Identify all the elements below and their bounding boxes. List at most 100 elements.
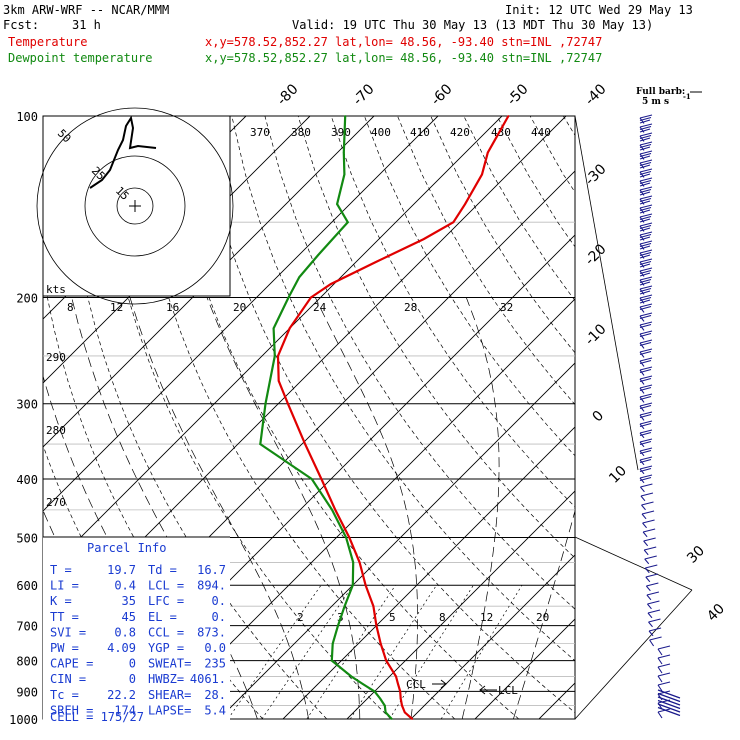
parcel-field-value: 894.: [197, 579, 226, 593]
profile-point: [277, 380, 280, 382]
wind-barb: [639, 168, 653, 178]
isotherm-label: -30: [582, 161, 609, 188]
pressure-label: 600: [16, 579, 38, 593]
wind-barb: [639, 249, 653, 259]
dry-adiabat: [231, 116, 575, 662]
dry-adiabat: [696, 116, 740, 719]
parcel-field-value: 19.7: [107, 563, 136, 577]
wind-barb: [639, 114, 653, 124]
parcel-field-label: CIN =: [50, 672, 86, 686]
profile-point: [334, 509, 337, 511]
isotherm-label: 0: [590, 408, 608, 426]
parcel-field-label: EL =: [148, 610, 177, 624]
wind-barb: [644, 564, 658, 574]
theta-label: 270: [46, 496, 66, 509]
barb-legend-value: 5 m s: [642, 97, 669, 107]
profile-point: [352, 561, 355, 564]
wind-barb: [642, 528, 656, 538]
wind-barb: [645, 582, 659, 592]
profile-point: [390, 718, 393, 720]
parcel-field-label: SVI =: [50, 625, 86, 639]
parcel-field-label: SREH =: [50, 703, 93, 717]
parcel-field-value: 0: [129, 672, 136, 686]
dry-adiabat: [198, 116, 575, 714]
profile-point: [264, 402, 267, 405]
profile-point: [337, 624, 339, 627]
wind-barb: [643, 537, 656, 547]
ccl-label: CCL: [406, 678, 426, 691]
barb-legend-exponent: -1: [683, 92, 691, 101]
pressure-label: 700: [16, 620, 38, 634]
isotherm-line: [218, 362, 575, 719]
isotherm-label: 40: [704, 601, 728, 625]
wind-barb: [639, 474, 653, 484]
parcel-field-value: 4.09: [107, 641, 136, 655]
parcel-field-label: CCL =: [148, 625, 184, 639]
profile-point: [304, 443, 306, 445]
parcel-field-value: 28.: [204, 688, 226, 702]
dry-adiabat: [165, 116, 520, 719]
barb-axis-guide: [574, 536, 693, 591]
wind-barb: [639, 438, 653, 448]
speed-label: 24: [313, 301, 327, 314]
theta-label: 380: [291, 126, 311, 139]
isotherm-label: -40: [582, 81, 609, 108]
wind-barb: [639, 483, 653, 493]
hodograph-trace: [89, 115, 157, 189]
mixing-ratio-label: 5: [389, 611, 396, 624]
parcel-field-value: 22.2: [107, 688, 136, 702]
forecast-label: Fcst:: [3, 18, 39, 32]
dry-adiabat: [529, 116, 575, 193]
theta-label: 400: [371, 126, 391, 139]
wind-barb: [657, 708, 671, 719]
wind-barb: [639, 384, 653, 394]
valid-time: Valid: 19 UTC Thu 30 May 13 (13 MDT Thu …: [292, 18, 653, 32]
theta-label: 430: [491, 126, 511, 139]
parcel-field-value: 4061.: [190, 672, 226, 686]
profile-point: [486, 151, 489, 154]
parcel-field-label: SHEAR=: [148, 688, 191, 702]
dry-adiabat: [596, 116, 740, 719]
mixing-ratio-line: [350, 585, 437, 719]
profile-point: [329, 283, 332, 285]
parcel-field-label: T =: [50, 563, 72, 577]
parcel-field-value: 0.: [212, 594, 226, 608]
parcel-field-label: SWEAT=: [148, 657, 191, 671]
parcel-info-title: Parcel Info: [87, 541, 166, 555]
wind-barb: [639, 393, 653, 403]
moist-adiabat: [461, 297, 500, 719]
profile-point: [385, 659, 388, 662]
wind-barb: [639, 195, 653, 205]
pressure-label: 200: [16, 292, 38, 306]
wind-barb: [639, 420, 653, 430]
wind-barb: [645, 573, 658, 583]
wind-barb: [647, 600, 660, 610]
profile-point: [259, 443, 262, 445]
profile-point: [344, 115, 347, 117]
dry-adiabat: [98, 116, 392, 719]
theta-label: 290: [46, 351, 66, 364]
pressure-label: 900: [16, 685, 38, 699]
theta-label: 440: [531, 126, 551, 139]
parcel-field-value: 0.0: [204, 641, 226, 655]
parcel-field-value: 0: [129, 657, 136, 671]
pressure-label: 500: [16, 531, 38, 545]
isotherm-line: [282, 426, 575, 719]
wind-barb: [657, 681, 671, 692]
hodograph-kts-label: kts: [46, 283, 66, 296]
moist-adiabat: [71, 297, 258, 719]
theta-label: 420: [450, 126, 470, 139]
ccl-lcl-markers: CCL LCL: [406, 678, 518, 697]
profile-point: [287, 402, 289, 405]
speed-label: 16: [166, 301, 179, 314]
mixing-ratio-label: 2: [297, 611, 304, 624]
profile-point: [346, 221, 349, 224]
isotherm-line: [43, 116, 503, 576]
wind-barb: [639, 366, 653, 376]
profile-point: [331, 509, 333, 511]
wind-barb: [639, 177, 653, 187]
temperature-location-info: x,y=578.52,852.27 lat,lon= 48.56, -93.40…: [205, 35, 602, 49]
pressure-label: 800: [16, 655, 38, 669]
wind-barb: [639, 222, 653, 232]
pressure-label: 100: [16, 110, 38, 124]
